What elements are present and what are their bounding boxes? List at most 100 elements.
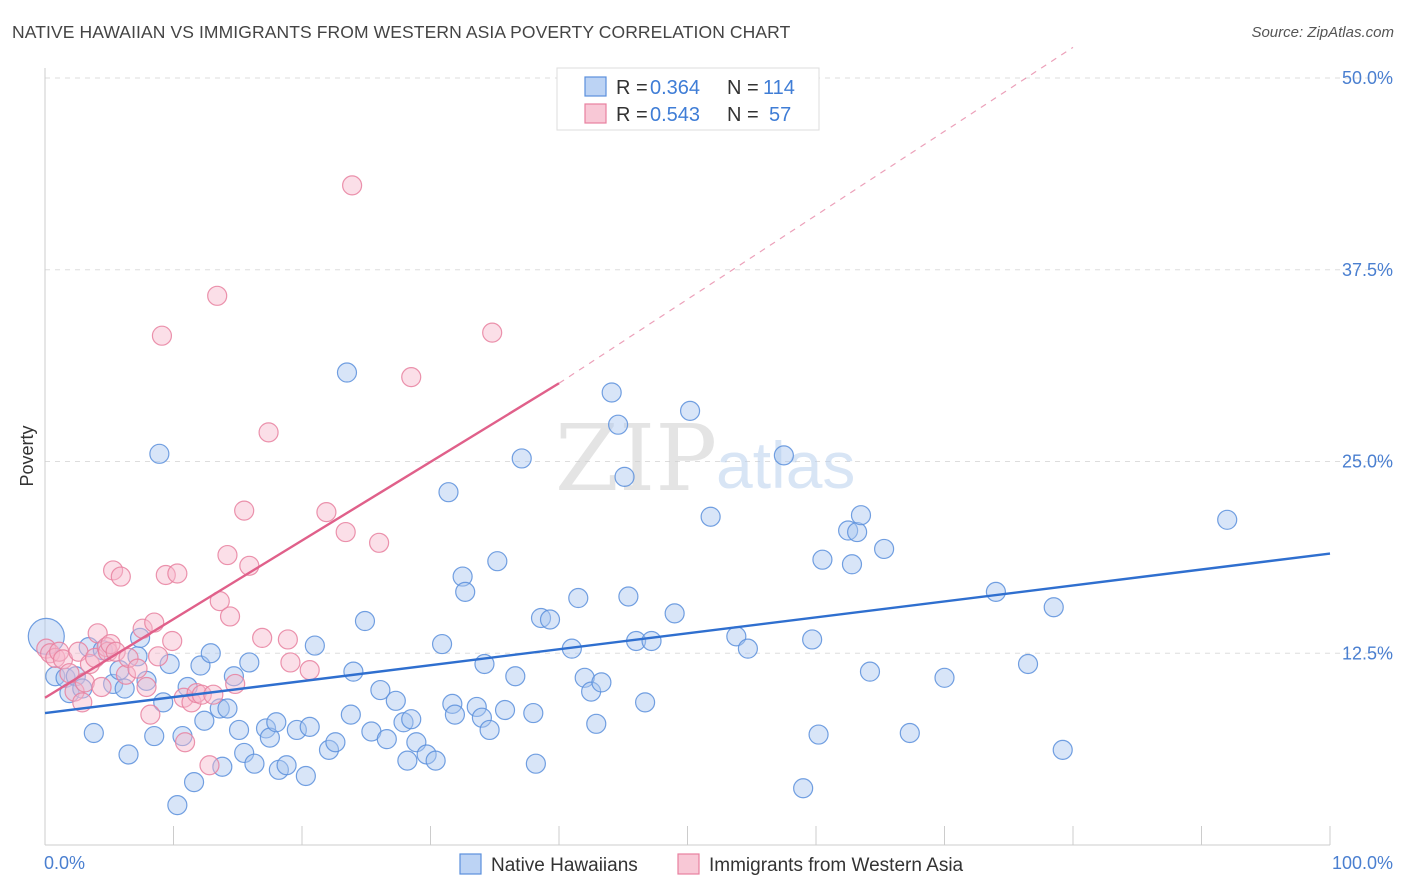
point-native-hawaiians [336, 362, 358, 383]
point-native-hawaiians [664, 603, 685, 624]
legend-n-label-2: N = [727, 104, 759, 126]
point-native-hawaiians [183, 772, 205, 793]
point-western-asia [401, 367, 422, 388]
point-native-hawaiians [608, 414, 629, 435]
point-native-hawaiians [487, 551, 508, 572]
point-western-asia [203, 684, 224, 705]
legend-n-value-1: 114 [763, 77, 795, 99]
point-western-asia [110, 566, 131, 587]
point-native-hawaiians [244, 753, 265, 774]
trend-line-western-asia [44, 382, 560, 699]
point-western-asia [335, 521, 356, 543]
point-native-hawaiians [591, 672, 612, 693]
point-native-hawaiians [679, 400, 701, 421]
watermark: ZIP atlas [555, 405, 855, 512]
point-native-hawaiians [194, 710, 215, 731]
point-native-hawaiians [438, 482, 459, 503]
point-native-hawaiians [1217, 509, 1238, 530]
point-western-asia [162, 630, 183, 652]
stats-legend: R = 0.364 N = 114 R = 0.543 N = 57 [556, 67, 820, 131]
point-native-hawaiians [874, 538, 895, 560]
point-native-hawaiians [773, 445, 794, 466]
point-native-hawaiians [511, 448, 532, 469]
point-native-hawaiians [376, 729, 397, 750]
point-western-asia [127, 658, 148, 679]
point-native-hawaiians [568, 587, 589, 609]
point-native-hawaiians [167, 795, 188, 816]
point-native-hawaiians [144, 725, 165, 747]
point-native-hawaiians [304, 635, 325, 656]
series-legend: Native Hawaiians Immigrants from Western… [459, 853, 964, 876]
series-legend-swatch-pink [677, 853, 700, 875]
point-western-asia [277, 629, 298, 650]
point-native-hawaiians [525, 753, 546, 774]
point-native-hawaiians [641, 630, 662, 652]
point-native-hawaiians [985, 581, 1007, 602]
legend-swatch-pink [584, 103, 607, 124]
point-western-asia [144, 612, 165, 633]
point-native-hawaiians [634, 692, 656, 713]
point-native-hawaiians [452, 566, 473, 587]
point-western-asia [299, 660, 320, 681]
point-western-asia [217, 544, 238, 566]
point-native-hawaiians [601, 382, 622, 403]
point-native-hawaiians [808, 724, 829, 745]
point-native-hawaiians [354, 610, 376, 632]
y-tick-label: 50.0% [1342, 68, 1393, 88]
x-tick-label-max: 100.0% [1332, 853, 1393, 873]
point-native-hawaiians [212, 756, 233, 777]
point-western-asia [258, 422, 279, 443]
point-native-hawaiians [841, 554, 863, 575]
point-native-hawaiians [299, 716, 320, 737]
y-axis-tick-labels: 12.5% 25.0% 37.5% 50.0% [1342, 68, 1393, 663]
point-western-asia [316, 502, 337, 523]
point-native-hawaiians [276, 755, 297, 776]
point-native-hawaiians [223, 666, 244, 687]
point-native-hawaiians [539, 609, 561, 630]
point-native-hawaiians [286, 719, 307, 741]
point-western-asia [342, 175, 363, 196]
point-native-hawaiians [1043, 597, 1064, 618]
point-native-hawaiians [149, 443, 170, 464]
point-native-hawaiians [397, 750, 418, 771]
point-native-hawaiians [618, 586, 639, 607]
point-native-hawaiians [850, 505, 872, 526]
point-native-hawaiians [228, 719, 250, 741]
legend-r-value-2: 0.543 [650, 104, 700, 126]
point-native-hawaiians [1052, 739, 1073, 760]
point-native-hawaiians [494, 699, 516, 721]
point-native-hawaiians [899, 722, 920, 744]
gridlines [45, 77, 1393, 654]
point-western-asia [181, 692, 202, 713]
x-axis-ticks [173, 826, 1331, 845]
point-western-asia [136, 676, 157, 698]
point-native-hawaiians [471, 707, 492, 728]
legend-r-label-2: R = [616, 104, 648, 126]
point-native-hawaiians [343, 661, 364, 682]
point-native-hawaiians [370, 679, 391, 701]
point-western-asia [115, 664, 137, 685]
point-native-hawaiians [859, 661, 881, 682]
legend-n-label-1: N = [727, 77, 759, 99]
legend-swatch-blue [584, 76, 607, 97]
data-points [27, 175, 1238, 816]
trend-line-native-hawaiians [44, 552, 1331, 715]
point-native-hawaiians [793, 778, 814, 799]
series-legend-label-1: Native Hawaiians [491, 855, 638, 876]
point-western-asia [147, 646, 169, 667]
source-label: Source: ZipAtlas.com [1251, 24, 1394, 41]
point-western-asia [151, 325, 173, 346]
legend-r-label-1: R = [616, 77, 648, 99]
point-western-asia [199, 755, 220, 776]
watermark-zip: ZIP [555, 405, 717, 512]
point-native-hawaiians [847, 521, 868, 543]
point-western-asia [482, 322, 503, 343]
point-western-asia [369, 532, 390, 553]
y-tick-label: 37.5% [1342, 260, 1393, 280]
point-western-asia [280, 652, 301, 673]
point-native-hawaiians [234, 742, 255, 764]
point-native-hawaiians [444, 704, 466, 725]
point-native-hawaiians [455, 581, 476, 602]
point-native-hawaiians [466, 696, 487, 718]
